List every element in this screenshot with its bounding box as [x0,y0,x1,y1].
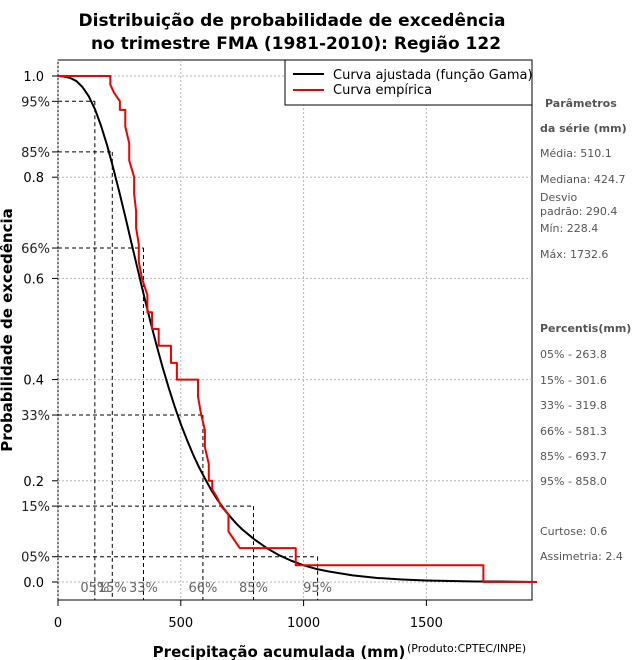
credit-text: (Produto:CPTEC/INPE) [407,642,526,655]
y-pct-tick-label-1: 15% [21,500,50,515]
percentile-label-0: 05% [80,581,109,596]
stat-media: Média: 510.1 [540,147,612,160]
x-tick-label-2: 1000 [287,616,320,631]
percentile-label-4: 85% [239,581,268,596]
legend-label-empirical: Curva empírica [333,83,432,98]
percentile-guides: 05%15% 33% 66% 85% 95% [58,100,332,600]
y-tick-label-3: 0.6 [23,272,44,287]
percentile-label-3: 66% [188,581,217,596]
series-empirical [58,75,537,583]
stat-p66: 66% - 581.3 [540,425,607,438]
y-pct-tick-label-4: 85% [21,146,50,161]
y-pct-tick-label-2: 33% [21,409,50,424]
stat-p15: 15% - 301.6 [540,374,607,387]
x-tick-label-1: 500 [168,616,193,631]
stat-curtose: Curtose: 0.6 [540,525,607,538]
stat-p95: 95% - 858.0 [540,475,607,488]
params-title-2: da série (mm) [540,122,627,135]
y-tick-label-1: 0.2 [23,475,44,490]
params-title-1: Parâmetros [545,97,617,110]
y-tick-label-5: 1.0 [23,70,44,85]
y-tick-label-4: 0.8 [23,171,44,186]
x-tick-label-3: 1500 [410,616,443,631]
stat-p33: 33% - 319.8 [540,399,607,412]
x-axis: 0 500 1000 1500 [54,600,443,631]
legend-label-fitted: Curva ajustada (função Gama) [333,68,533,83]
percentile-label-2: 33% [129,581,158,596]
stat-max: Máx: 1732.6 [540,248,608,261]
y-pct-tick-label-5: 95% [21,95,50,110]
legend-box [284,59,533,106]
series-layer [57,75,537,583]
percentile-label-1: 15% [98,581,127,596]
chart-title-line-2: no trimestre FMA (1981-2010): Região 122 [91,34,501,54]
stat-assimetria: Assimetria: 2.4 [540,550,623,563]
y-axis-title: Probabilidade de excedência [0,208,16,452]
series-fitted-gamma [57,75,537,583]
y-tick-label-2: 0.4 [23,374,44,389]
y-axis: 0.0 0.2 0.4 0.6 0.8 1.0 05% 15% 33% 66% 85% 95% [21,70,58,591]
stat-p85: 85% - 693.7 [540,450,607,463]
y-pct-tick-label-0: 05% [21,551,50,566]
percentis-title: Percentis(mm) [540,322,631,335]
y-tick-label-0: 0.0 [23,576,44,591]
y-pct-tick-label-3: 66% [21,242,50,257]
stats-panel: Parâmetros da série (mm) Média: 510.1 Me… [540,97,631,563]
legend: Curva ajustada (função Gama) Curva empír… [284,59,533,106]
stat-desvio-2: padrão: 290.4 [540,205,617,218]
x-axis-title: Precipitação acumulada (mm) [153,643,406,660]
stat-desvio-1: Desvio [540,191,578,204]
stat-p05: 05% - 263.8 [540,348,607,361]
grid [57,60,532,600]
stat-mediana: Mediana: 424.7 [540,173,625,186]
stat-min: Mín: 228.4 [540,222,598,235]
percentile-label-5: 95% [303,581,332,596]
x-tick-label-0: 0 [54,616,62,631]
chart-title-line-1: Distribuição de probabilidade de excedên… [79,11,506,31]
